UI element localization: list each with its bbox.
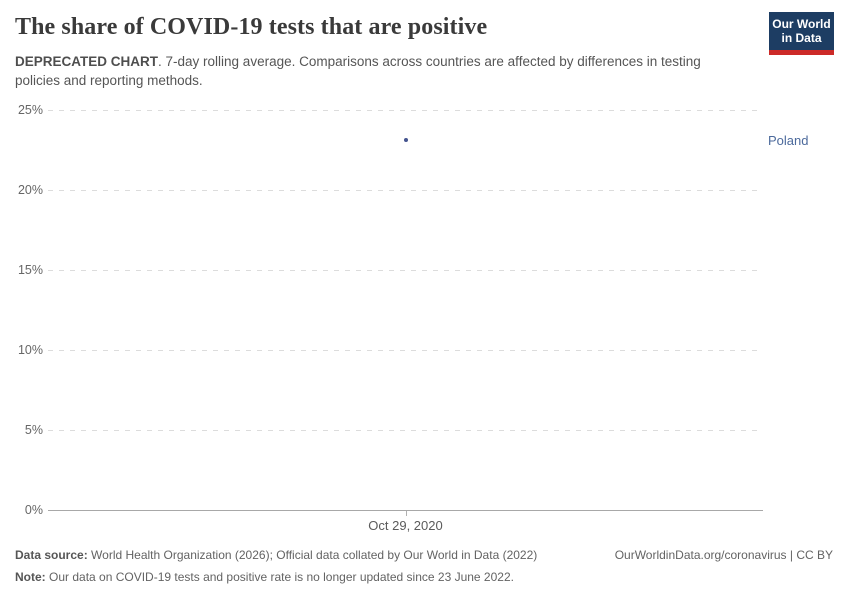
y-tick-label: 20% — [17, 183, 43, 197]
data-source-label: Data source: — [15, 548, 88, 562]
gridline — [48, 350, 763, 351]
owid-logo-line2: in Data — [781, 31, 822, 46]
subtitle-text: . 7-day rolling average. Comparisons acr… — [15, 54, 701, 88]
y-tick-label: 25% — [17, 103, 43, 117]
y-tick-label: 10% — [17, 343, 43, 357]
x-tick-label: Oct 29, 2020 — [368, 518, 443, 533]
x-tick-mark — [405, 511, 407, 516]
subtitle-deprecated-flag: DEPRECATED CHART — [15, 54, 159, 69]
gridline — [48, 430, 763, 431]
page-title: The share of COVID-19 tests that are pos… — [15, 14, 488, 40]
note-label: Note: — [15, 570, 46, 584]
footer-source-row: Data source: World Health Organization (… — [15, 548, 833, 563]
owid-logo-line1: Our World — [772, 17, 831, 31]
series-label-poland[interactable]: Poland — [768, 133, 809, 149]
y-tick-label: 5% — [24, 423, 43, 437]
chart-footer: Data source: World Health Organization (… — [15, 548, 833, 585]
footer-note: Note: Our data on COVID-19 tests and pos… — [15, 570, 514, 584]
gridline — [48, 270, 763, 271]
gridline — [48, 110, 763, 111]
y-tick-label: 0% — [24, 503, 43, 517]
data-source-text: Data source: World Health Organization (… — [15, 548, 538, 562]
license-link[interactable]: OurWorldinData.org/coronavirus | CC BY — [614, 548, 833, 562]
data-point-poland[interactable] — [403, 138, 408, 143]
gridline — [48, 190, 763, 191]
y-tick-label: 15% — [17, 263, 43, 277]
chart-subtitle: DEPRECATED CHART. 7-day rolling average.… — [15, 53, 727, 91]
owid-logo[interactable]: Our World in Data — [769, 12, 834, 55]
x-axis-line — [48, 510, 763, 511]
